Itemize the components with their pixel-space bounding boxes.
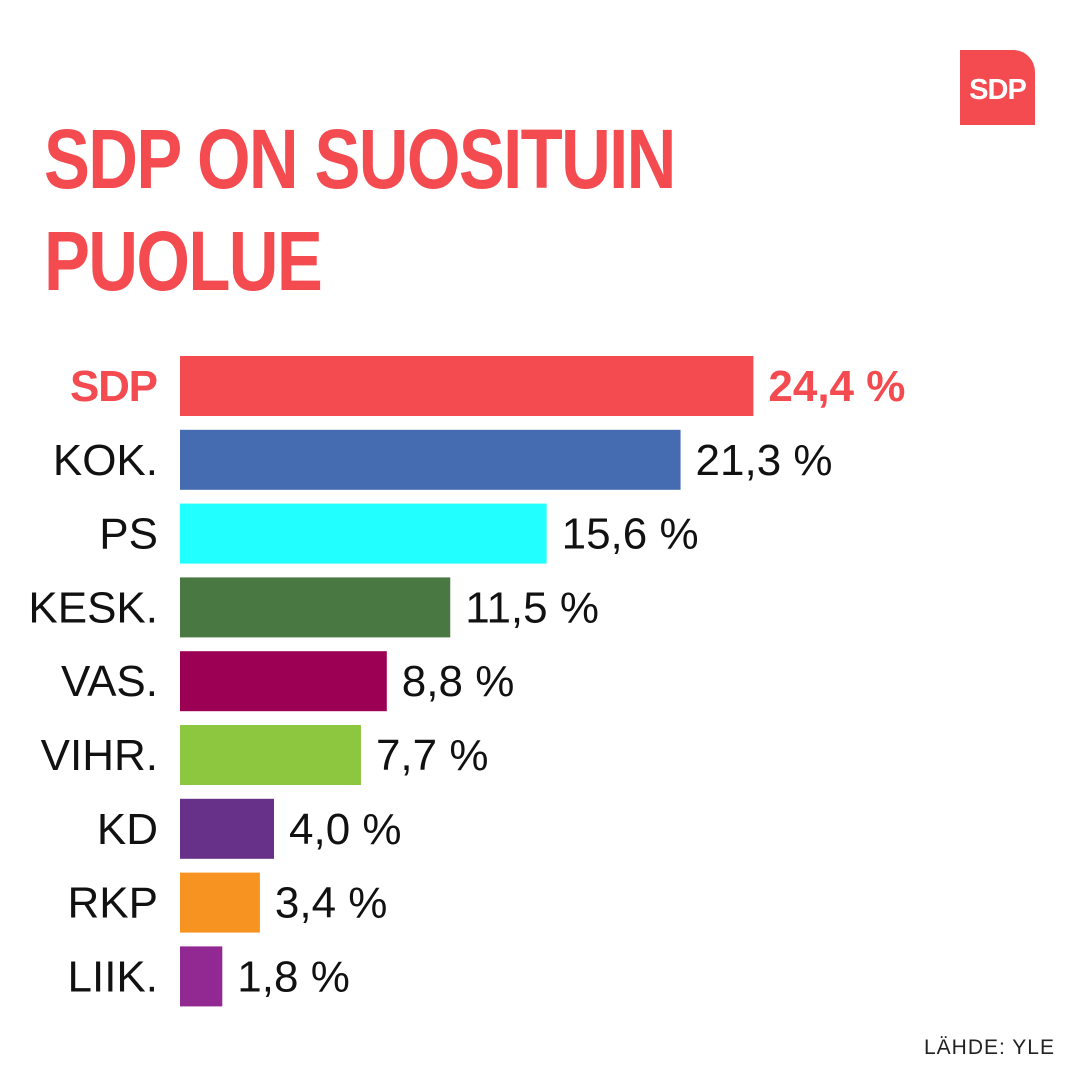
page-title: SDP ON SUOSITUIN PUOLUE (44, 108, 700, 312)
bar-sdp (180, 356, 754, 416)
category-label-vihr: VIHR. (41, 731, 158, 780)
value-label-vihr: 7,7 % (376, 731, 489, 780)
bar-rkp (180, 872, 260, 933)
bar-vihr (180, 725, 361, 785)
bar-liik (180, 946, 223, 1007)
value-label-sdp: 24,4 % (768, 362, 905, 411)
bar-kd (180, 798, 274, 859)
source-note: LÄHDE: YLE (923, 1036, 1055, 1059)
value-label-kd: 4,0 % (289, 805, 402, 854)
bar-vas (180, 651, 387, 712)
category-label-kok: KOK. (53, 436, 158, 485)
sdp-logo: SDP (960, 50, 1035, 125)
value-label-kesk: 11,5 % (465, 583, 599, 632)
category-label-vas: VAS. (61, 657, 158, 706)
value-label-kok: 21,3 % (696, 436, 833, 485)
category-label-kd: KD (97, 805, 158, 854)
bar-ps (180, 503, 547, 564)
title-line-2: PUOLUE (44, 214, 323, 308)
category-label-liik: LIIK. (68, 952, 159, 1001)
category-label-ps: PS (99, 510, 158, 559)
category-label-rkp: RKP (68, 879, 158, 928)
value-label-liik: 1,8 % (237, 952, 350, 1001)
title-line-1: SDP ON SUOSITUIN (44, 112, 676, 206)
value-label-ps: 15,6 % (562, 510, 699, 559)
category-label-sdp: SDP (70, 362, 158, 411)
bar-kesk (180, 577, 451, 638)
value-label-rkp: 3,4 % (275, 879, 388, 928)
category-label-kesk: KESK. (28, 583, 158, 632)
value-label-vas: 8,8 % (402, 657, 515, 706)
bar-kok (180, 429, 681, 490)
